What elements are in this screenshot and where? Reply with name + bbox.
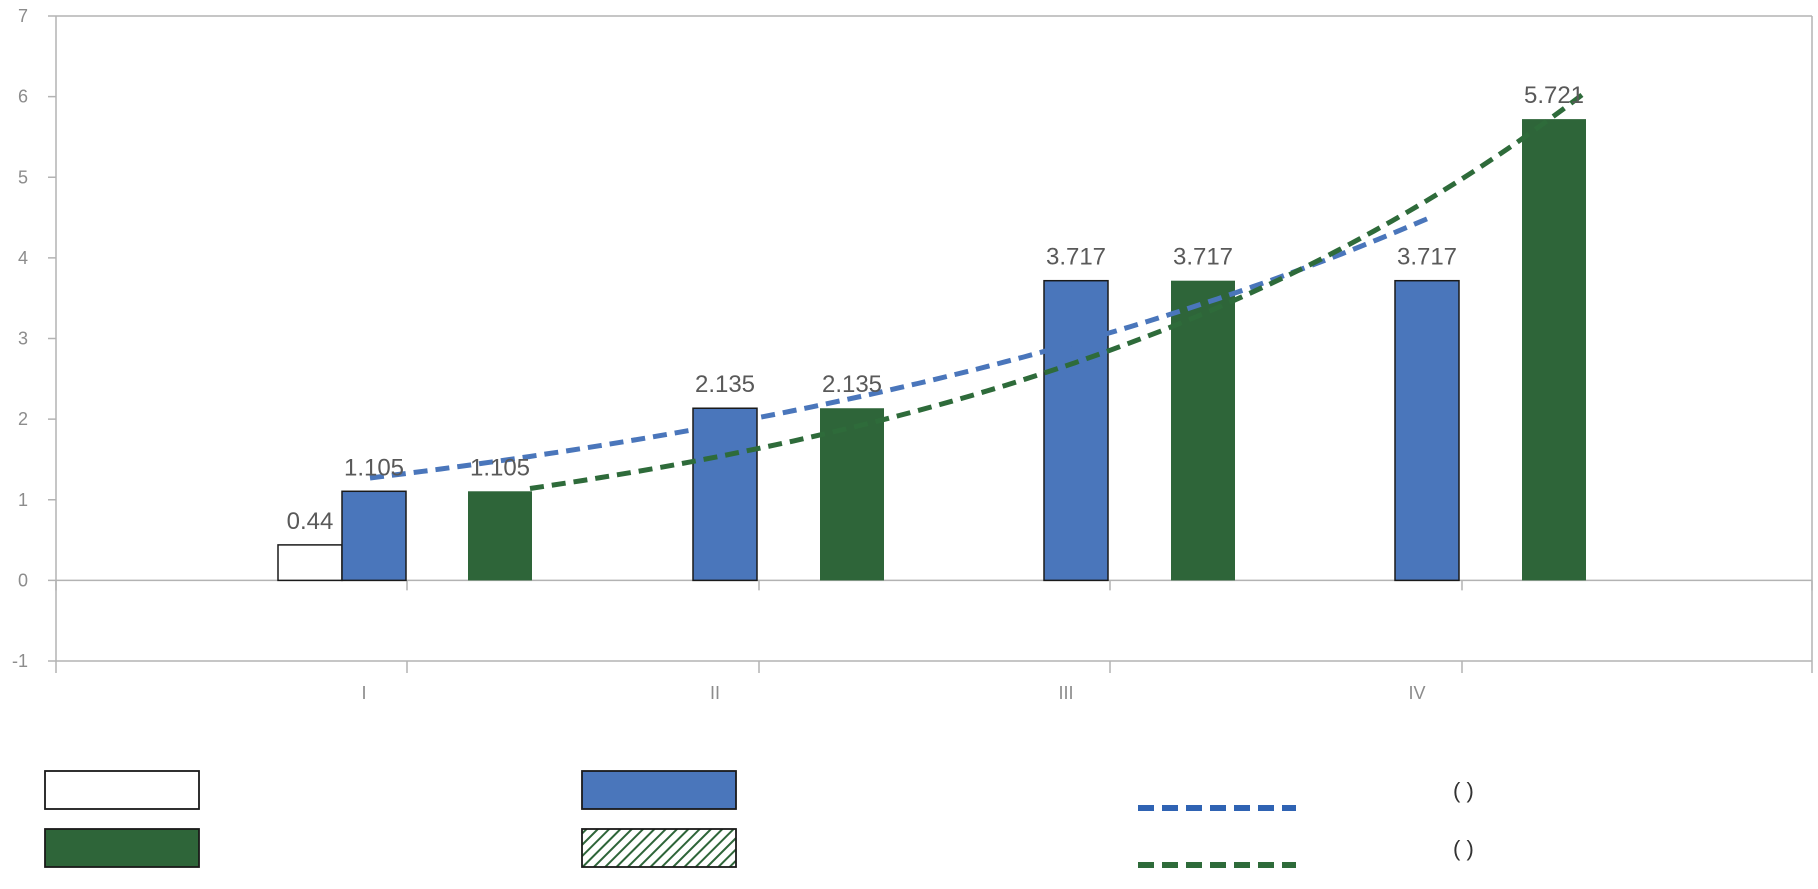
bar-green-IV [1522,119,1586,581]
legend-text-blue-trend: ( ) [1453,778,1474,803]
bars [277,119,1586,582]
bar-white-I [277,544,343,582]
bar-blue-II [692,407,758,582]
y-tick-label: 0 [18,570,28,590]
legend-swatch-white [44,770,200,810]
y-tick-label: -1 [12,651,28,671]
legend-swatch-green-hatched [581,828,737,868]
y-tick-label: 5 [18,167,28,187]
bar-blue-III [1043,279,1109,582]
trendlines [369,90,1587,491]
bar-green-III [1171,280,1235,581]
trendline-blue [369,215,1431,481]
data-label: 2.135 [695,371,755,398]
legend-swatch-green [44,828,200,868]
bar-blue-I [341,490,407,582]
x-tick-label: IV [1408,683,1425,703]
legend-swatch-blue [581,770,737,810]
y-tick-label: 2 [18,409,28,429]
x-tick-label: III [1058,683,1073,703]
data-label: 3.717 [1397,244,1457,271]
y-tick-label: 6 [18,87,28,107]
legend: ( ) ( ) [44,770,1474,868]
bar-green-I [468,491,532,581]
legend-text-green-trend: ( ) [1453,836,1474,861]
data-label: 3.717 [1173,244,1233,271]
data-label: 3.717 [1046,244,1106,271]
bar-blue-IV [1394,279,1460,582]
y-tick-label: 7 [18,6,28,26]
data-label: 1.105 [470,454,530,481]
data-label: 0.44 [287,508,334,535]
y-tick-label: 4 [18,248,28,268]
data-label: 5.721 [1524,82,1584,109]
y-tick-label: 1 [18,490,28,510]
data-label: 2.135 [822,371,882,398]
y-tick-label: 3 [18,329,28,349]
data-label: 1.105 [344,454,404,481]
x-tick-label: II [710,683,720,703]
data-labels: 0.44 1.105 2.135 3.717 3.717 1.105 2.135 3.717 5… [287,82,1584,535]
trendline-green [529,90,1587,491]
bar-green-II [820,408,884,581]
x-tick-label: I [361,683,366,703]
